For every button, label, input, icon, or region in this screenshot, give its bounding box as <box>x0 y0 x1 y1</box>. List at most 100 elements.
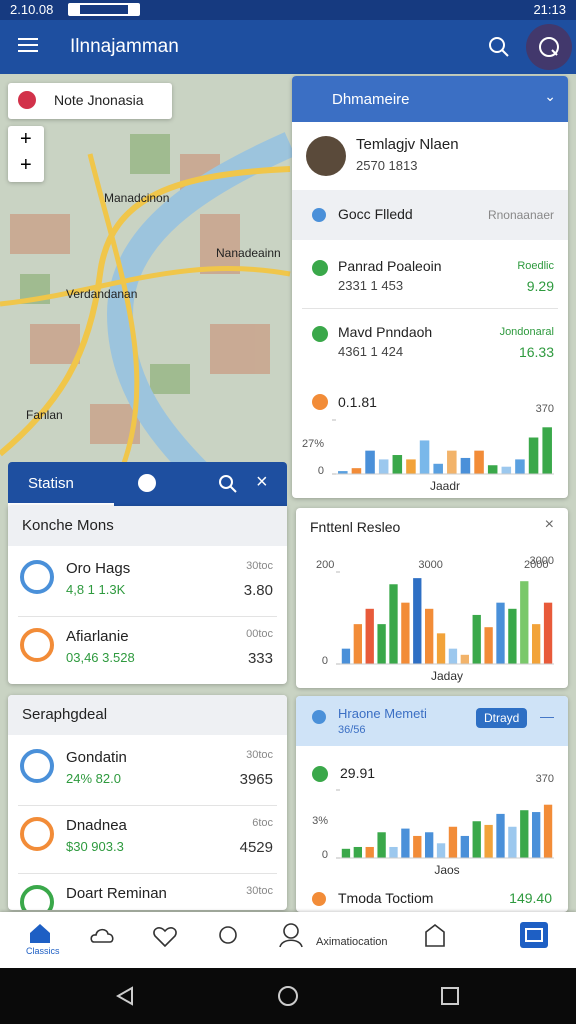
item-icon <box>20 749 54 783</box>
item-sub: $30 903.3 <box>66 839 124 854</box>
chart-icon <box>312 394 328 410</box>
chart-note: 200 <box>316 559 334 571</box>
bar <box>425 608 434 664</box>
close-button[interactable]: × <box>544 516 554 533</box>
section-action[interactable]: Rnonaanaer <box>487 208 554 222</box>
item-sub: 03,46 3.528 <box>66 650 135 665</box>
menu-button[interactable] <box>18 37 40 55</box>
stats-tab[interactable]: Statisn <box>8 462 114 506</box>
collapse-button[interactable]: ⌄ <box>544 88 556 104</box>
bar <box>496 602 505 664</box>
bar <box>474 450 484 474</box>
bar <box>528 437 539 474</box>
zoom-out[interactable]: + <box>20 154 32 176</box>
bar <box>389 584 398 664</box>
bar <box>392 455 403 474</box>
bar <box>448 648 458 664</box>
bar <box>460 835 469 858</box>
map-label: Fanlan <box>26 408 63 422</box>
stats-search[interactable] <box>218 474 238 494</box>
y-tick-label: 0 <box>322 655 328 667</box>
item-name: Gondatin <box>66 749 127 766</box>
detail-panel: Dhmameire ⌄ Temlagjv Nlaen 2570 1813 Goc… <box>292 76 568 498</box>
bar <box>401 828 410 858</box>
bar <box>472 614 481 664</box>
search-button[interactable] <box>488 36 510 58</box>
memo-title: Hraone Memeti <box>338 706 427 721</box>
item-name: Dnadnea <box>66 817 127 834</box>
bar <box>484 824 493 858</box>
item-icon <box>20 817 54 851</box>
nav-cloud[interactable] <box>90 924 114 948</box>
bar <box>472 821 481 858</box>
home-button[interactable] <box>276 984 300 1008</box>
bar <box>341 648 351 664</box>
chart-label: 29.91 <box>340 765 376 781</box>
item-value: 16.33 <box>518 344 554 360</box>
back-button[interactable] <box>114 986 136 1006</box>
item-tag: Jondonaral <box>499 326 554 338</box>
close-button[interactable]: × <box>256 471 268 493</box>
chart-note: 2000 <box>524 559 548 571</box>
bar <box>436 633 446 664</box>
status-time: 2.10.08 <box>10 2 54 17</box>
item-tag: Roedlic <box>517 260 554 272</box>
nav-home[interactable] <box>28 922 52 944</box>
chart-note: 27% <box>302 438 324 450</box>
bar <box>532 624 541 664</box>
zoom-controls[interactable]: + + <box>8 126 44 182</box>
item-tag: 30toc <box>246 885 273 897</box>
separator <box>302 308 558 309</box>
item-icon <box>20 628 54 662</box>
memo-header: Hraone Memeti 36/56 Dtrayd — <box>296 696 568 746</box>
status-bar: 2.10.08 21:13 <box>0 0 576 20</box>
bar <box>353 624 362 664</box>
bar <box>365 450 375 474</box>
bar <box>543 804 553 858</box>
memo-menu[interactable]: — <box>540 708 554 724</box>
y-tick-label: 0 <box>318 465 324 477</box>
nav-refresh[interactable] <box>216 924 240 948</box>
info-icon[interactable] <box>138 474 156 492</box>
item-tag: 6toc <box>252 817 273 829</box>
y-tick-label: 370 <box>536 403 554 415</box>
app-title: Ilnnajamman <box>70 36 179 57</box>
nav-board[interactable] <box>520 922 548 948</box>
scan-button[interactable] <box>526 24 572 70</box>
zoom-in[interactable]: + <box>20 128 32 150</box>
nav-label: Classics <box>26 946 60 956</box>
chart-label: 0.1.81 <box>338 394 377 410</box>
item-tag: 30toc <box>246 560 273 572</box>
card-header <box>8 695 287 735</box>
item-icon <box>20 560 54 594</box>
bar <box>351 468 362 474</box>
stats-card: Konche Mons Oro Hags 4,8 1 1.3K 30toc 3.80 Af… <box>8 506 287 684</box>
nav-profile[interactable] <box>278 922 304 948</box>
bar <box>532 812 541 858</box>
bar <box>406 459 416 474</box>
bar <box>419 440 430 474</box>
nav-label: Aximatiocation <box>316 936 388 948</box>
nav-heart[interactable] <box>152 924 178 948</box>
panel-header: Dhmameire ⌄ <box>292 76 568 122</box>
recents-button[interactable] <box>440 986 460 1006</box>
bar <box>389 846 398 858</box>
y-tick-label: 3000 <box>530 555 554 567</box>
item-sub: 4361 1 424 <box>338 344 404 359</box>
bar <box>436 843 446 858</box>
bar <box>433 463 443 474</box>
item-value: 3965 <box>239 771 273 788</box>
bar <box>365 846 374 858</box>
item-name: Panrad Poaleoin <box>338 258 442 274</box>
nav-bag[interactable] <box>422 922 448 948</box>
stats-title: Statisn <box>28 475 74 492</box>
bar <box>377 832 386 858</box>
item-value: 4529 <box>239 839 273 856</box>
bar <box>413 578 422 664</box>
map-search[interactable]: Note Jnonasia <box>8 83 172 119</box>
memo-button[interactable]: Dtrayd <box>476 708 528 728</box>
mini-chart: 0 370 27% Jaadr <box>302 403 554 493</box>
profile-sub: 2570 1813 <box>356 158 418 173</box>
